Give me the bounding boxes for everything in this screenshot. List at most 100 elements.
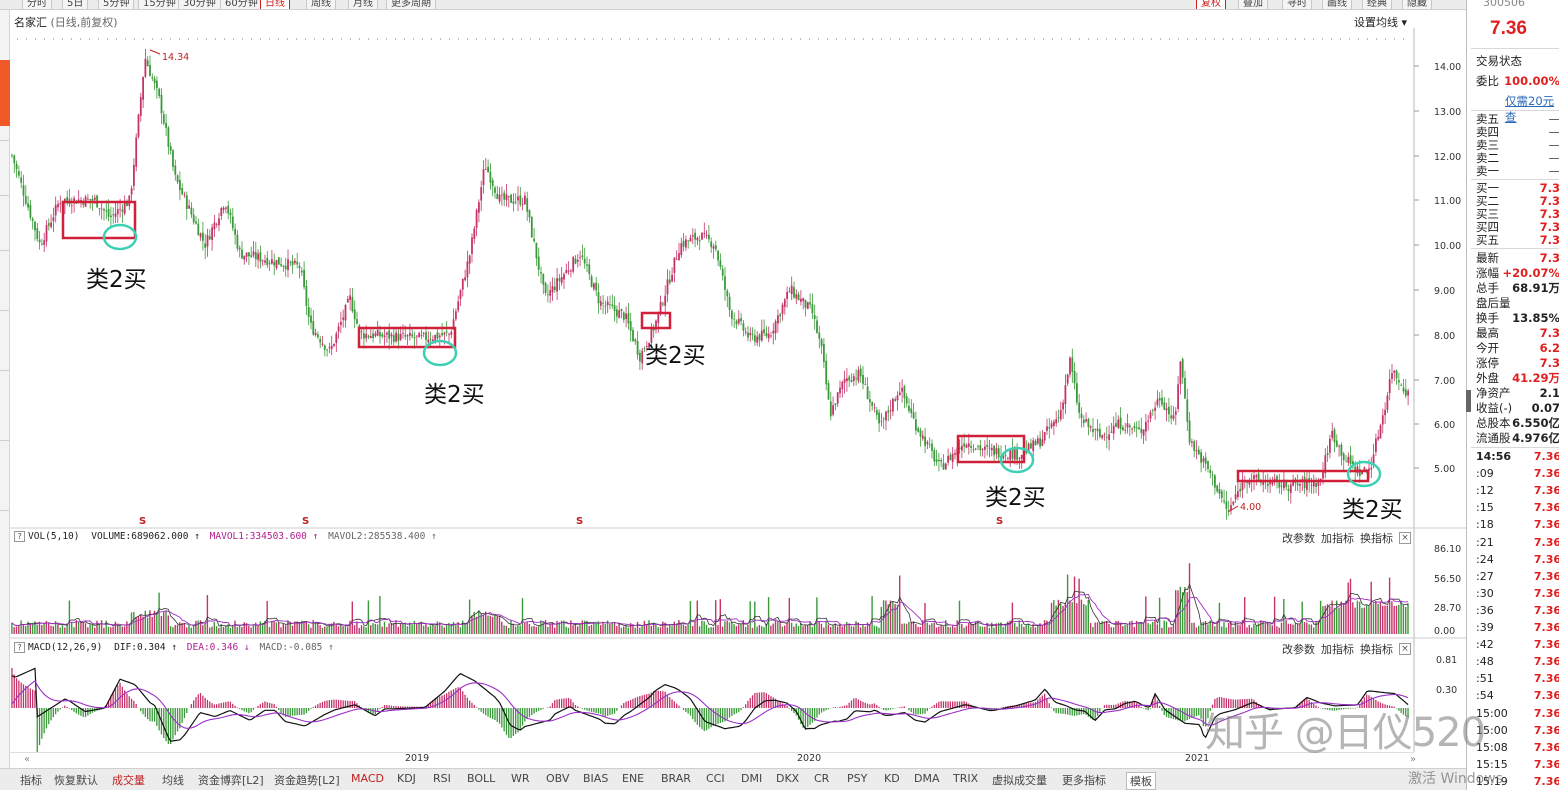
vol-add-indicator-button[interactable]: 加指标 bbox=[1319, 530, 1356, 546]
panel-collapse-handle[interactable] bbox=[1466, 390, 1471, 412]
toolbar-right-button[interactable]: 叠加 bbox=[1238, 0, 1268, 9]
candle-body bbox=[1195, 450, 1198, 452]
macd-switch-indicator-button[interactable]: 换指标 bbox=[1358, 641, 1395, 657]
period-button[interactable]: 更多周期 bbox=[386, 0, 436, 9]
volume-bar bbox=[1043, 620, 1046, 634]
macd-bar bbox=[124, 690, 126, 708]
volume-bar bbox=[473, 612, 475, 634]
toolbar-right-button[interactable]: 经典 bbox=[1362, 0, 1392, 9]
volume-bar bbox=[1168, 627, 1170, 634]
indicator-tab[interactable]: BRAR bbox=[661, 772, 691, 785]
scroll-left-icon[interactable]: « bbox=[24, 754, 31, 765]
period-button[interactable]: 周线 bbox=[306, 0, 336, 9]
candle-body bbox=[689, 237, 692, 242]
volume-bar bbox=[717, 625, 719, 634]
macd-bar bbox=[885, 708, 887, 711]
macd-add-indicator-button[interactable]: 加指标 bbox=[1319, 641, 1356, 657]
volume-bar bbox=[298, 622, 301, 634]
period-button[interactable]: 5分钟 bbox=[98, 0, 135, 9]
period-button[interactable]: 5日 bbox=[62, 0, 89, 9]
period-button[interactable]: 日线 bbox=[260, 0, 290, 9]
candle-body bbox=[291, 261, 294, 266]
candle-body bbox=[604, 305, 607, 307]
macd-edit-params-button[interactable]: 改参数 bbox=[1280, 641, 1317, 657]
macd-bar bbox=[1225, 698, 1227, 708]
candle-body bbox=[353, 309, 356, 320]
indicator-tab[interactable]: ENE bbox=[622, 772, 645, 785]
indicator-tab[interactable]: 均线 bbox=[162, 774, 184, 787]
candle-body bbox=[609, 304, 611, 306]
indicator-tab[interactable]: 资金趋势[L2] bbox=[274, 774, 340, 787]
period-button[interactable]: 月线 bbox=[348, 0, 378, 9]
candle-body bbox=[160, 94, 163, 114]
candle-body bbox=[112, 214, 115, 216]
macd-bar bbox=[1402, 708, 1405, 715]
kline-chart[interactable]: · · · · · · · · · · · · · · · · · · · · · · · · · · · · · · · · · · · · · · · ·… bbox=[0, 0, 1466, 752]
volume-bar bbox=[1135, 620, 1138, 634]
indicator-tab[interactable]: WR bbox=[511, 772, 530, 785]
indicator-tab[interactable]: TRIX bbox=[953, 772, 979, 785]
toolbar-right-button[interactable]: 隐藏 bbox=[1402, 0, 1432, 9]
volume-bar bbox=[112, 626, 114, 634]
indicator-tab[interactable]: 更多指标 bbox=[1062, 774, 1106, 787]
indicator-tab[interactable]: DKX bbox=[776, 772, 800, 785]
indicator-tab[interactable]: OBV bbox=[546, 772, 570, 785]
volume-bar bbox=[744, 627, 747, 634]
indicator-tab[interactable]: 指标 bbox=[20, 774, 42, 787]
indicator-tab[interactable]: KDJ bbox=[397, 772, 416, 785]
volume-bar bbox=[250, 627, 252, 634]
indicator-tab[interactable]: DMI bbox=[741, 772, 763, 785]
volume-bar bbox=[970, 623, 972, 634]
row-value: — bbox=[1548, 125, 1559, 139]
volume-bar bbox=[420, 621, 422, 634]
bid-row: 买四 7.3 bbox=[1476, 220, 1559, 234]
volume-bar bbox=[468, 599, 471, 634]
left-tab-active[interactable] bbox=[0, 60, 10, 126]
scroll-right-icon[interactable]: » bbox=[1410, 754, 1417, 765]
toolbar-right-button[interactable]: 画线 bbox=[1322, 0, 1352, 9]
help-icon[interactable]: ? bbox=[14, 531, 25, 542]
ma-settings-button[interactable]: 设置均线 ▾ bbox=[1354, 16, 1408, 29]
candle-body bbox=[1227, 510, 1230, 511]
macd-bar bbox=[712, 708, 715, 726]
candle-body bbox=[183, 194, 186, 196]
candle-body bbox=[1315, 483, 1317, 487]
toolbar-right-button[interactable]: 寻时 bbox=[1282, 0, 1312, 9]
vol-close-icon[interactable]: × bbox=[1399, 532, 1411, 544]
volume-bar bbox=[1165, 621, 1168, 634]
indicator-tab[interactable]: 模板 bbox=[1126, 772, 1156, 790]
signal-dot: · bbox=[1078, 35, 1081, 45]
indicator-tab[interactable]: MACD bbox=[351, 772, 384, 785]
volume-bar bbox=[50, 625, 52, 634]
indicator-tab[interactable]: BIAS bbox=[583, 772, 609, 785]
indicator-tab[interactable]: DMA bbox=[914, 772, 940, 785]
row-value: 7.3 bbox=[1539, 181, 1559, 195]
macd-bar bbox=[1239, 699, 1241, 708]
indicator-tab[interactable]: 虚拟成交量 bbox=[992, 774, 1047, 787]
toolbar-right-button[interactable]: 复权 bbox=[1196, 0, 1226, 9]
volume-bar bbox=[602, 621, 604, 634]
vol-edit-params-button[interactable]: 改参数 bbox=[1280, 530, 1317, 546]
indicator-tab[interactable]: CR bbox=[814, 772, 830, 785]
candle-body bbox=[728, 296, 731, 310]
candle-body bbox=[1241, 479, 1244, 491]
period-button[interactable]: 分时 bbox=[22, 0, 52, 9]
promo-link[interactable]: 仅需20元查 bbox=[1505, 94, 1555, 124]
indicator-tab[interactable]: BOLL bbox=[467, 772, 496, 785]
candle-body bbox=[1103, 434, 1106, 436]
signal-dot: · bbox=[1402, 35, 1405, 45]
indicator-tab[interactable]: 成交量 bbox=[112, 774, 145, 787]
macd-bar bbox=[278, 708, 280, 710]
indicator-tab[interactable]: KD bbox=[884, 772, 900, 785]
indicator-tab[interactable]: PSY bbox=[847, 772, 868, 785]
macd-close-icon[interactable]: × bbox=[1399, 643, 1411, 655]
indicator-tab[interactable]: 恢复默认 bbox=[54, 774, 98, 787]
indicator-tab[interactable]: RSI bbox=[433, 772, 451, 785]
indicator-tab[interactable]: 资金博弈[L2] bbox=[198, 774, 264, 787]
candle-body bbox=[602, 302, 604, 304]
help-icon[interactable]: ? bbox=[14, 642, 25, 653]
candle-body bbox=[310, 315, 312, 323]
indicator-tab[interactable]: CCI bbox=[706, 772, 725, 785]
volume-bar bbox=[436, 621, 439, 634]
vol-switch-indicator-button[interactable]: 换指标 bbox=[1358, 530, 1395, 546]
